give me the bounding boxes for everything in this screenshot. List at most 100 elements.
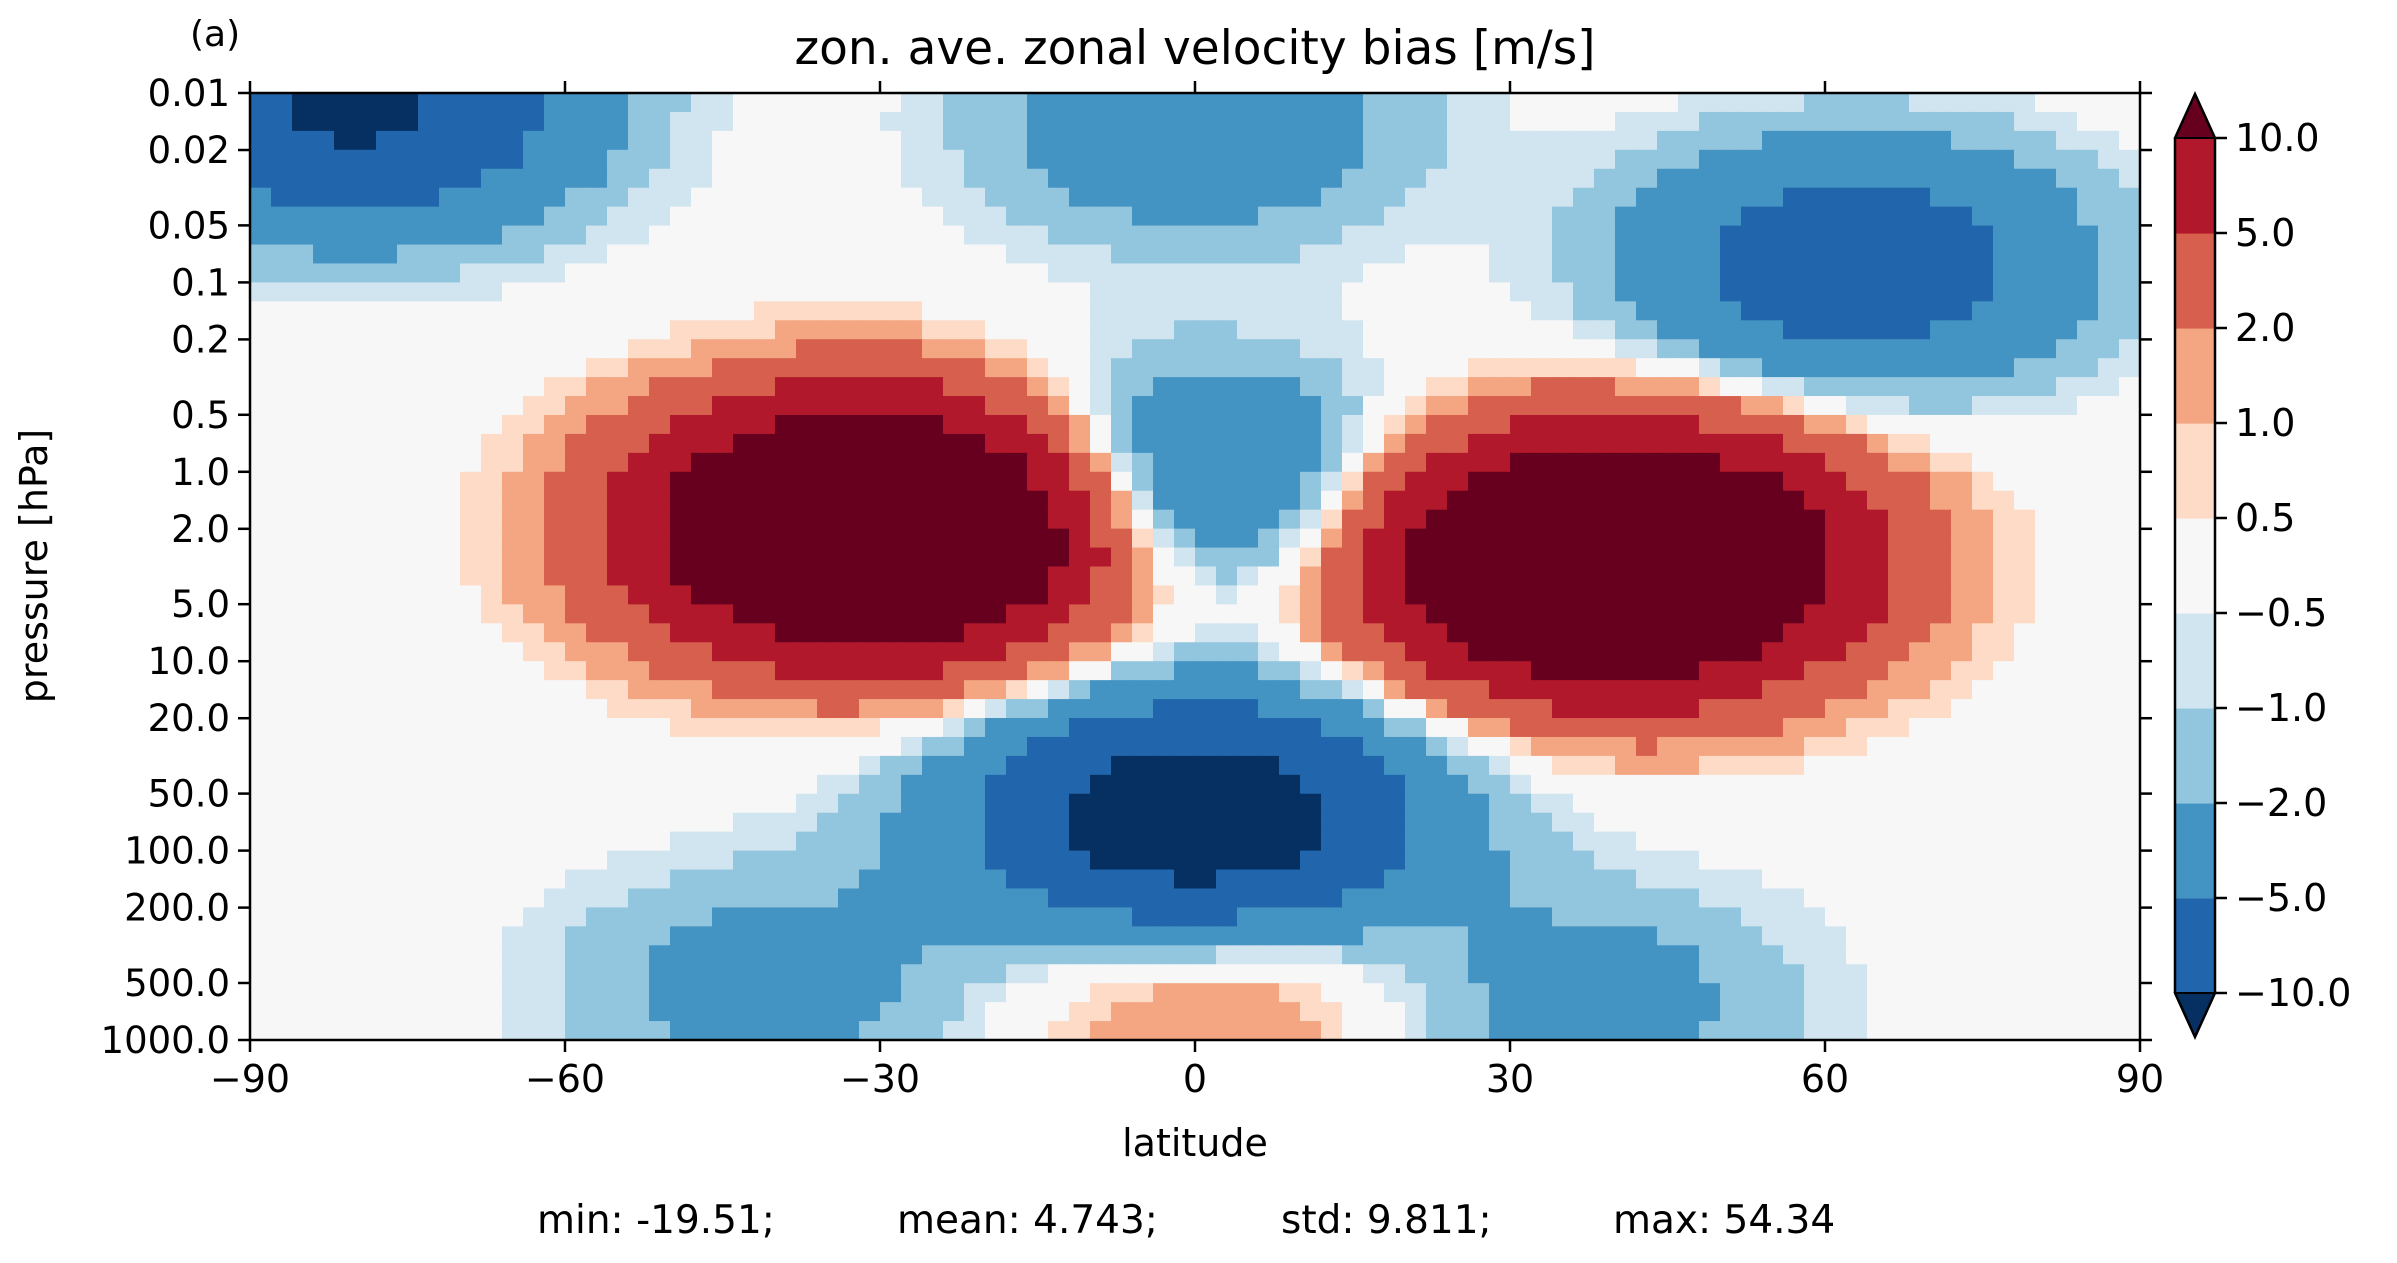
contour-cell [1132,945,1154,966]
contour-cell [544,1002,566,1022]
contour-cell [1132,907,1154,928]
contour-cell [1069,983,1091,1003]
contour-cell [1468,452,1490,473]
contour-cell [670,661,692,681]
contour-cell [271,623,293,644]
contour-cell [1468,831,1490,852]
contour-cell [2098,869,2120,890]
contour-cell [1384,642,1406,662]
contour-cell [1069,130,1091,151]
contour-cell [817,888,839,909]
contour-cell [607,168,629,189]
contour-cell [1699,699,1721,719]
contour-cell [1279,793,1301,814]
contour-cell [1384,301,1406,322]
contour-cell [1342,377,1364,397]
contour-cell [544,471,566,492]
contour-cell [1867,263,1889,284]
contour-cell [2056,623,2078,644]
contour-cell [1069,320,1091,341]
contour-cell [1468,812,1490,833]
contour-cell [1930,433,1952,454]
contour-cell [1552,509,1574,530]
contour-cell [1132,888,1154,909]
contour-cell [2077,130,2099,151]
contour-cell [2098,888,2120,909]
contour-cell [1594,585,1616,606]
contour-cell [1048,452,1070,473]
contour-cell [943,130,965,151]
contour-cell [1468,490,1490,511]
contour-cell [943,320,965,341]
contour-cell [1804,282,1826,303]
contour-cell [1867,282,1889,303]
contour-cell [439,244,461,265]
colorbar-segment [2175,423,2215,519]
contour-cell [1216,93,1238,113]
contour-cell [1195,452,1217,473]
contour-cell [964,301,986,322]
contour-cell [1762,396,1784,416]
contour-cell [607,471,629,492]
contour-cell [1531,111,1553,132]
colorbar-tick-label: 0.5 [2235,496,2295,540]
contour-cell [670,320,692,341]
contour-cell [1132,414,1154,435]
contour-cell [334,585,356,606]
contour-cell [1510,111,1532,132]
contour-cell [1006,812,1028,833]
contour-cell [1510,945,1532,966]
contour-cell [1216,471,1238,492]
contour-cell [355,471,377,492]
contour-cell [1300,1021,1322,1040]
contour-cell [1510,358,1532,378]
contour-cell [691,490,713,511]
contour-cell [523,509,545,530]
contour-cell [334,396,356,416]
contour-cell [1783,718,1805,738]
contour-cell [1720,585,1742,606]
contour-cell [1573,793,1595,814]
contour-cell [2077,93,2099,113]
contour-cell [1447,301,1469,322]
contour-cell [733,339,755,359]
contour-cell [607,282,629,303]
contour-cell [1804,547,1826,568]
contour-cell [1951,130,1973,151]
contour-cell [1867,414,1889,435]
contour-cell [586,964,608,984]
contour-cell [985,547,1007,568]
contour-cell [1279,774,1301,795]
contour-cell [1279,1021,1301,1040]
contour-cell [943,111,965,132]
contour-cell [1930,320,1952,341]
contour-cell [607,680,629,700]
contour-cell [1762,414,1784,435]
contour-cell [1300,831,1322,852]
contour-cell [1405,585,1427,606]
contour-cell [1804,396,1826,416]
contour-cell [2056,642,2078,662]
contour-cell [1699,812,1721,833]
contour-cell [460,301,482,322]
contour-cell [1594,149,1616,170]
contour-cell [775,282,797,303]
contour-cell [1699,793,1721,814]
contour-cell [1447,547,1469,568]
contour-cell [481,945,503,966]
contour-cell [712,755,734,776]
contour-cell [2098,755,2120,776]
contour-cell [292,718,314,738]
contour-cell [1741,206,1763,227]
contour-cell [1741,623,1763,644]
contour-cell [1468,926,1490,947]
contour-cell [1363,547,1385,568]
contour-cell [1405,926,1427,947]
contour-cell [523,339,545,359]
contour-cell [1300,888,1322,909]
contour-cell [733,831,755,852]
contour-cell [1825,301,1847,322]
contour-cell [523,793,545,814]
contour-cell [376,585,398,606]
contour-cell [1867,680,1889,700]
